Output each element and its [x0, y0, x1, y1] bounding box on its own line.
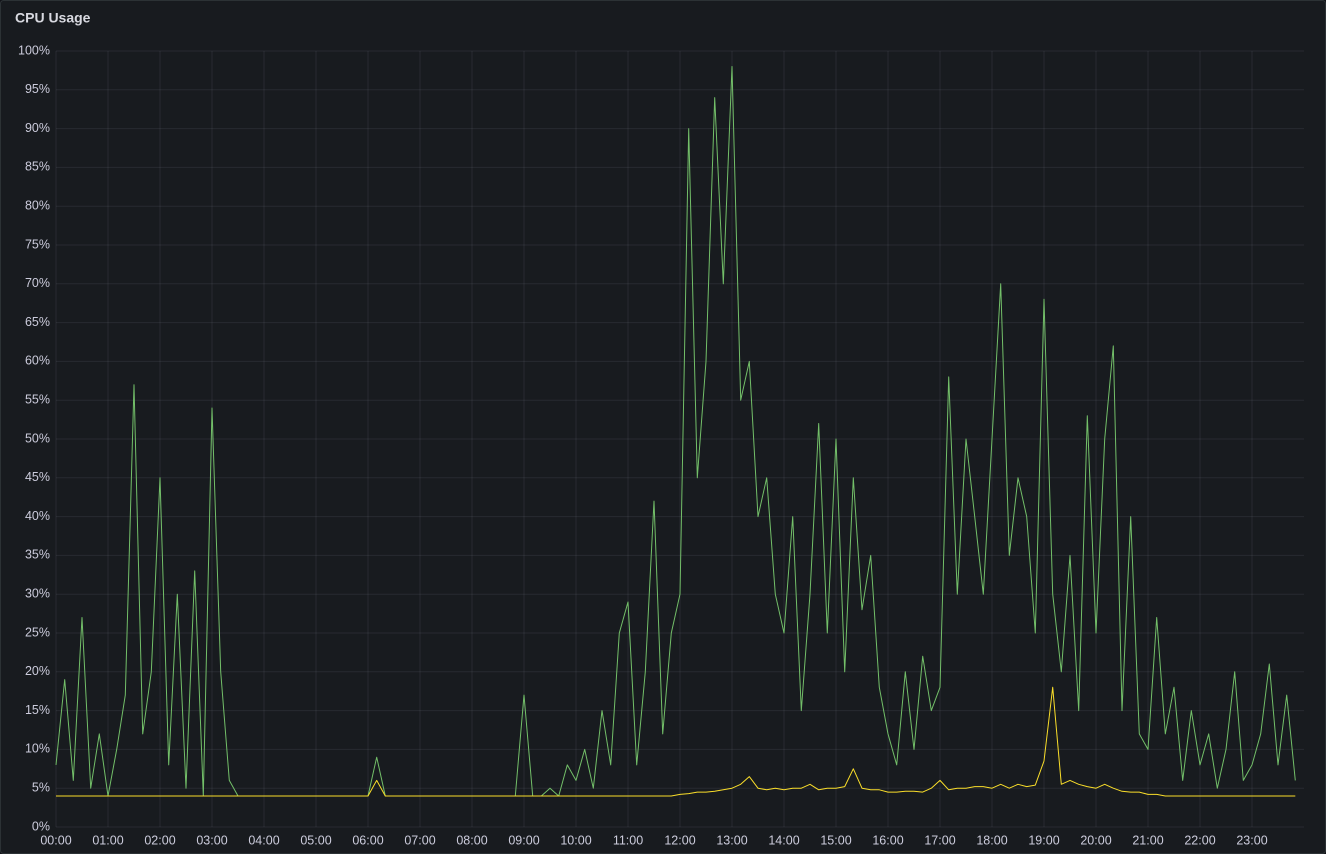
y-tick-label: 20%	[25, 664, 50, 678]
x-tick-label: 07:00	[404, 833, 435, 847]
x-tick-label: 10:00	[560, 833, 591, 847]
y-tick-label: 10%	[25, 742, 50, 756]
y-tick-label: 15%	[25, 703, 50, 717]
x-tick-label: 06:00	[352, 833, 383, 847]
y-tick-label: 70%	[25, 276, 50, 290]
chart-title: CPU Usage	[15, 10, 91, 26]
y-tick-label: 5%	[32, 780, 50, 794]
x-tick-label: 17:00	[924, 833, 955, 847]
x-tick-label: 12:00	[664, 833, 695, 847]
y-tick-label: 80%	[25, 198, 50, 212]
x-tick-label: 02:00	[144, 833, 175, 847]
x-tick-label: 09:00	[508, 833, 539, 847]
x-tick-label: 04:00	[248, 833, 279, 847]
y-tick-label: 45%	[25, 470, 50, 484]
y-tick-label: 0%	[32, 819, 50, 833]
x-tick-label: 21:00	[1132, 833, 1163, 847]
x-tick-label: 15:00	[820, 833, 851, 847]
y-tick-label: 65%	[25, 315, 50, 329]
x-tick-label: 18:00	[976, 833, 1007, 847]
x-tick-label: 03:00	[196, 833, 227, 847]
x-tick-label: 16:00	[872, 833, 903, 847]
x-tick-label: 08:00	[456, 833, 487, 847]
y-tick-label: 90%	[25, 121, 50, 135]
x-tick-label: 11:00	[613, 833, 643, 847]
y-tick-label: 100%	[18, 43, 50, 57]
y-tick-label: 50%	[25, 431, 50, 445]
x-tick-label: 05:00	[300, 833, 331, 847]
y-tick-label: 55%	[25, 392, 50, 406]
y-tick-label: 95%	[25, 82, 50, 96]
y-tick-label: 40%	[25, 509, 50, 523]
x-tick-label: 23:00	[1236, 833, 1267, 847]
x-tick-label: 19:00	[1028, 833, 1059, 847]
y-tick-label: 60%	[25, 354, 50, 368]
y-tick-label: 75%	[25, 237, 50, 251]
x-tick-label: 01:00	[92, 833, 123, 847]
y-tick-label: 25%	[25, 625, 50, 639]
x-tick-label: 20:00	[1080, 833, 1111, 847]
y-tick-label: 85%	[25, 160, 50, 174]
x-tick-label: 00:00	[40, 833, 71, 847]
y-tick-label: 35%	[25, 548, 50, 562]
x-tick-label: 22:00	[1184, 833, 1215, 847]
x-tick-label: 14:00	[768, 833, 799, 847]
x-tick-label: 13:00	[716, 833, 747, 847]
y-tick-label: 30%	[25, 586, 50, 600]
series-line	[56, 686, 1296, 797]
